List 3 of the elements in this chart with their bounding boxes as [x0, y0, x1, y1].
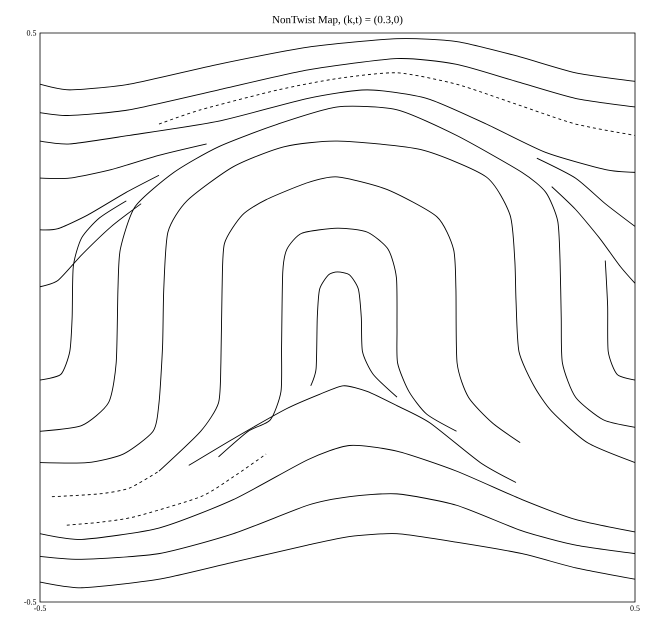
- line-series: [66, 454, 267, 526]
- line-series: [310, 272, 398, 398]
- chart-title: NonTwist Map, (k,t) = (0.3,0): [272, 16, 402, 26]
